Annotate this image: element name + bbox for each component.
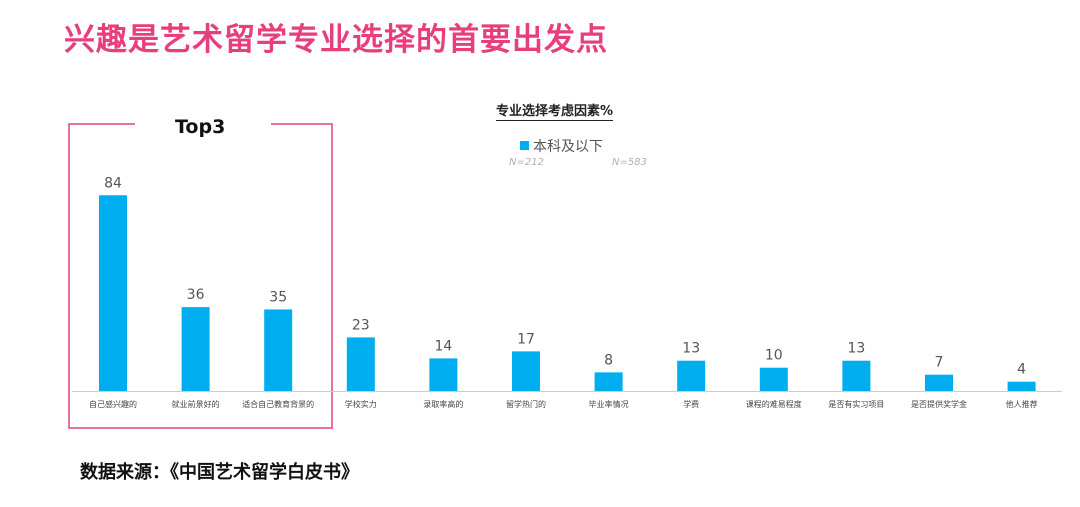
bar [346, 337, 375, 391]
category-label: 自己感兴趣的 [89, 399, 137, 409]
legend-label: 本科及以下 [533, 139, 603, 155]
bar [181, 307, 210, 391]
category-label: 是否提供奖学金 [911, 399, 967, 409]
category-label: 留学热门的 [506, 399, 546, 409]
top3-highlight-box [68, 124, 333, 429]
data-source: 数据来源：《中国艺术留学白皮书》 [80, 462, 359, 483]
bar-value-label: 13 [847, 341, 865, 357]
bar-value-label: 8 [604, 352, 613, 368]
chart-title: 专业选择考虑因素% [496, 100, 614, 121]
bar [99, 195, 127, 391]
bar-value-label: 13 [682, 341, 700, 357]
bar [1007, 381, 1036, 391]
bar [264, 309, 293, 391]
top3-label: Top3 [175, 116, 226, 138]
page-headline: 兴趣是艺术留学专业选择的首要出发点 [64, 22, 608, 58]
sample-size-note-2: N=583 [612, 157, 647, 168]
category-label: 适合自己教育背景的 [242, 399, 314, 409]
top3-box-top-left-border [68, 123, 135, 125]
bar-value-label: 10 [765, 348, 783, 364]
bar [512, 351, 540, 391]
bar [594, 372, 623, 391]
bar [842, 360, 871, 391]
category-label: 就业前景好的 [172, 399, 220, 409]
bar-value-label: 35 [269, 289, 287, 305]
top3-box-top-right-border [271, 123, 333, 125]
bar-chart: 84自己感兴趣的36就业前景好的35适合自己教育背景的23学校实力14录取率高的… [72, 175, 1062, 409]
legend-swatch [520, 141, 529, 150]
category-label: 毕业率情况 [589, 399, 629, 409]
category-label: 他人推荐 [1006, 399, 1038, 409]
bar-value-label: 4 [1017, 362, 1026, 378]
category-label: 学校实力 [345, 399, 377, 409]
bar-value-label: 23 [352, 317, 370, 333]
bar-value-label: 17 [517, 331, 535, 347]
chart-legend: 本科及以下 [520, 136, 603, 156]
bar-value-label: 36 [187, 287, 205, 303]
bar [677, 360, 706, 391]
category-label: 学费 [683, 399, 699, 409]
bar-value-label: 7 [935, 355, 944, 371]
bar [925, 374, 953, 391]
category-label: 录取率高的 [423, 399, 463, 409]
bar [759, 367, 788, 391]
bar-value-label: 14 [434, 338, 452, 354]
bar-value-label: 84 [104, 175, 122, 191]
bar [429, 358, 458, 391]
category-label: 课程的难易程度 [746, 399, 802, 409]
category-label: 是否有实习项目 [828, 399, 884, 409]
sample-size-note-1: N=212 [509, 157, 544, 168]
